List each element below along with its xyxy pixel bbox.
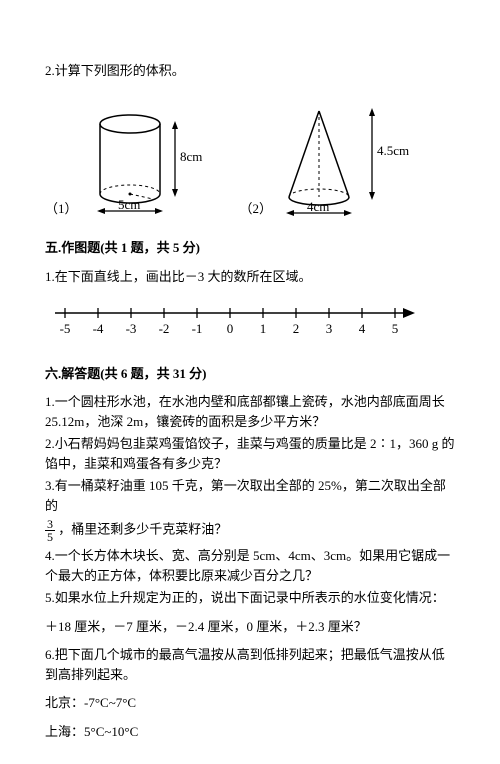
number-line: -5 -4 -3 -2 -1 0 1 2 3 4 5: [45, 293, 425, 343]
svg-text:-5: -5: [60, 321, 71, 336]
svg-text:3: 3: [326, 321, 333, 336]
svg-text:4: 4: [359, 321, 366, 336]
svg-text:-2: -2: [159, 321, 170, 336]
s6-q5a: 5.如果水位上升规定为正的，说出下面记录中所表示的水位变化情况：: [45, 588, 455, 608]
figure-1-label: （1）: [45, 198, 78, 217]
s6-q1: 1.一个圆柱形水池，在水池内壁和底部都镶上瓷砖，水池内部底面周长 25.12m，…: [45, 392, 455, 431]
s5-q1: 1.在下面直线上，画出比－3 大的数所在区域。: [45, 266, 455, 285]
section-5-title: 五.作图题(共 1 题，共 5 分): [45, 237, 455, 256]
cylinder-width-label: 5cm: [118, 197, 140, 212]
question-2: 2.计算下列图形的体积。: [45, 60, 455, 79]
s6-q6c: 上海：5°C~10°C: [45, 722, 455, 742]
cone-height-label: 4.5cm: [377, 143, 409, 158]
page-root: 2.计算下列图形的体积。 （1） 8cm 5: [0, 0, 500, 764]
svg-text:-4: -4: [93, 321, 104, 336]
cylinder-figure: 8cm 5cm: [80, 99, 215, 219]
figure-2-label: （2）: [240, 198, 273, 217]
svg-text:2: 2: [293, 321, 300, 336]
cone-width-label: 4cm: [307, 199, 329, 214]
svg-text:5: 5: [392, 321, 399, 336]
s6-q3-line2: 3 5 ，桶里还剩多少千克菜籽油？: [45, 518, 455, 543]
fraction-denominator: 5: [45, 531, 55, 543]
figure-2-wrap: （2） 4.5cm 4cm: [240, 99, 425, 219]
svg-text:0: 0: [227, 321, 234, 336]
number-line-wrap: -5 -4 -3 -2 -1 0 1 2 3 4 5: [45, 293, 455, 347]
s6-q3-line1: 3.有一桶菜籽油重 105 千克，第一次取出全部的 25%，第二次取出全部的: [45, 476, 455, 515]
cylinder-height-label: 8cm: [180, 149, 202, 164]
s6-q6b: 北京：-7°C~7°C: [45, 693, 455, 713]
s6-q3-tail: ，桶里还剩多少千克菜籽油？: [58, 521, 227, 536]
s6-q5b: ＋18 厘米，－7 厘米，－2.4 厘米，0 厘米，＋2.3 厘米？: [45, 617, 455, 637]
figures-row: （1） 8cm 5cm （: [45, 99, 455, 219]
s6-q4: 4.一个长方体木块长、宽、高分别是 5cm、4cm、3cm。如果用它锯成一个最大…: [45, 546, 455, 585]
fraction-3-5: 3 5: [45, 518, 55, 543]
s6-q2: 2.小石帮妈妈包韭菜鸡蛋馅饺子，韭菜与鸡蛋的质量比是 2∶1，360 g 的馅中…: [45, 434, 455, 473]
svg-text:-1: -1: [192, 321, 203, 336]
cone-figure: 4.5cm 4cm: [274, 99, 424, 219]
section-6-title: 六.解答题(共 6 题，共 31 分): [45, 363, 455, 382]
s6-q6a: 6.把下面几个城市的最高气温按从高到低排列起来；把最低气温按从低到高排列起来。: [45, 645, 455, 684]
section-6-questions: 1.一个圆柱形水池，在水池内壁和底部都镶上瓷砖，水池内部底面周长 25.12m，…: [45, 392, 455, 741]
figure-1-wrap: （1） 8cm 5cm: [45, 99, 215, 219]
svg-text:-3: -3: [126, 321, 137, 336]
svg-text:1: 1: [260, 321, 267, 336]
